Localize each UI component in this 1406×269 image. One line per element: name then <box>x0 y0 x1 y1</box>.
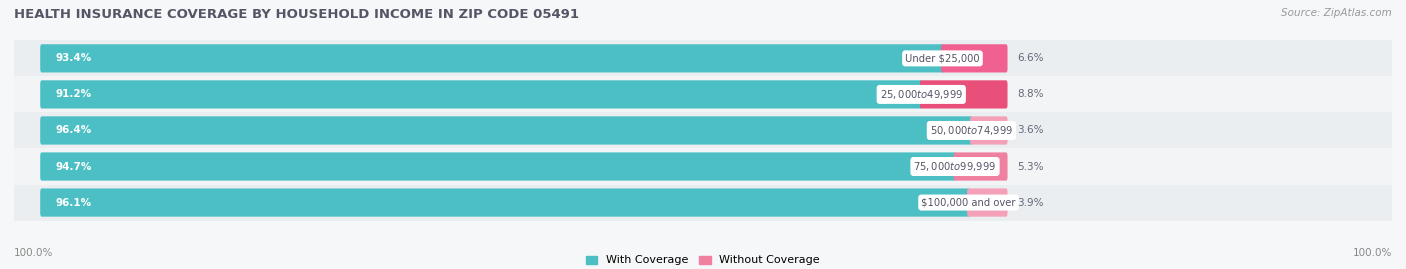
Bar <box>14 148 1392 185</box>
Text: Source: ZipAtlas.com: Source: ZipAtlas.com <box>1281 8 1392 18</box>
FancyBboxPatch shape <box>920 80 1008 108</box>
FancyBboxPatch shape <box>41 116 973 144</box>
Text: 8.8%: 8.8% <box>1017 89 1043 100</box>
Text: $25,000 to $49,999: $25,000 to $49,999 <box>880 88 963 101</box>
FancyBboxPatch shape <box>967 189 1008 217</box>
Text: $100,000 and over: $100,000 and over <box>921 197 1015 208</box>
Text: 96.4%: 96.4% <box>55 125 91 136</box>
Text: $75,000 to $99,999: $75,000 to $99,999 <box>914 160 997 173</box>
Legend: With Coverage, Without Coverage: With Coverage, Without Coverage <box>586 256 820 266</box>
Bar <box>14 76 1392 112</box>
Text: 5.3%: 5.3% <box>1017 161 1043 172</box>
FancyBboxPatch shape <box>41 80 922 108</box>
Bar <box>14 185 1392 221</box>
Text: 93.4%: 93.4% <box>55 53 91 63</box>
Text: 96.1%: 96.1% <box>55 197 91 208</box>
FancyBboxPatch shape <box>970 116 1008 144</box>
FancyBboxPatch shape <box>41 153 956 180</box>
Text: 6.6%: 6.6% <box>1017 53 1043 63</box>
Text: 94.7%: 94.7% <box>55 161 91 172</box>
Text: 3.9%: 3.9% <box>1017 197 1043 208</box>
FancyBboxPatch shape <box>953 153 1008 180</box>
FancyBboxPatch shape <box>41 44 943 72</box>
Text: $50,000 to $74,999: $50,000 to $74,999 <box>929 124 1014 137</box>
Text: 100.0%: 100.0% <box>14 248 53 258</box>
Text: 91.2%: 91.2% <box>55 89 91 100</box>
Text: 100.0%: 100.0% <box>1353 248 1392 258</box>
Bar <box>14 112 1392 148</box>
Text: HEALTH INSURANCE COVERAGE BY HOUSEHOLD INCOME IN ZIP CODE 05491: HEALTH INSURANCE COVERAGE BY HOUSEHOLD I… <box>14 8 579 21</box>
Text: 3.6%: 3.6% <box>1017 125 1043 136</box>
FancyBboxPatch shape <box>41 189 970 217</box>
Bar <box>14 40 1392 76</box>
Text: Under $25,000: Under $25,000 <box>905 53 980 63</box>
FancyBboxPatch shape <box>941 44 1008 72</box>
